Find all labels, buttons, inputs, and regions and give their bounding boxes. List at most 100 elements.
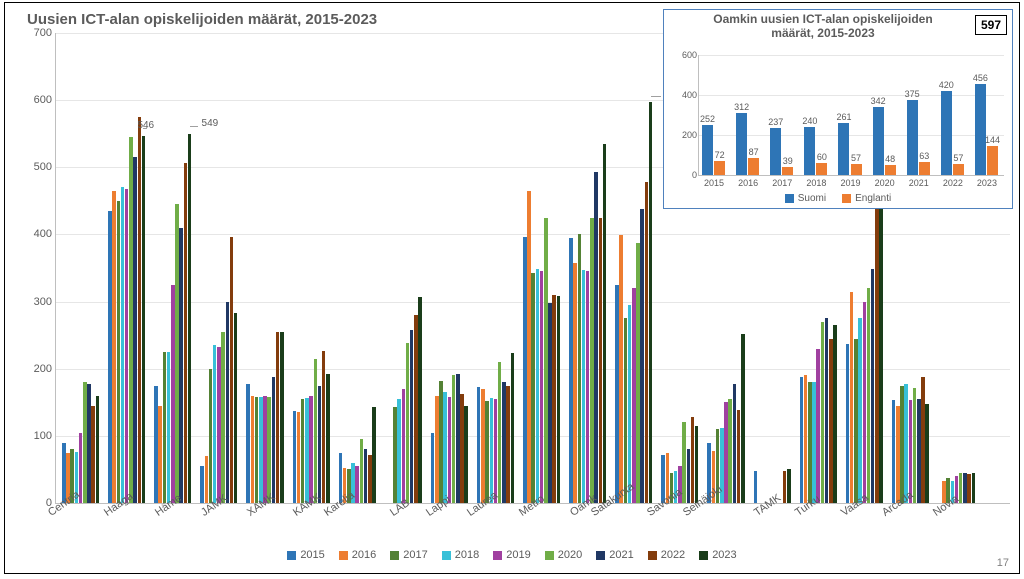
bar <box>917 399 921 503</box>
data-label: 240 <box>802 116 817 126</box>
bar <box>959 473 963 503</box>
y-tick-label: 200 <box>669 130 699 140</box>
y-tick-label: 200 <box>20 363 56 375</box>
x-tick-label: 2016 <box>738 178 758 188</box>
bar <box>941 91 952 175</box>
data-label: 342 <box>871 96 886 106</box>
bar <box>205 456 209 503</box>
data-label: 57 <box>953 153 963 163</box>
bar <box>209 369 213 503</box>
bar <box>925 404 929 503</box>
y-tick-label: 700 <box>20 27 56 39</box>
bar <box>548 303 552 503</box>
bar <box>523 237 527 503</box>
bar <box>804 127 815 175</box>
bar <box>267 397 271 503</box>
bar <box>800 377 804 503</box>
inset-title-line1: Oamkin uusien ICT-alan opiskelijoiden <box>713 12 932 26</box>
data-label: 144 <box>985 135 1000 145</box>
bar <box>808 382 812 503</box>
grid-line <box>56 234 1010 235</box>
legend-label: 2021 <box>609 549 633 561</box>
legend-swatch <box>287 551 296 560</box>
bar <box>691 417 695 503</box>
bar <box>825 318 829 503</box>
bar <box>297 412 301 503</box>
inset-badge: 597 <box>975 15 1007 35</box>
bar <box>305 398 309 503</box>
bar <box>158 406 162 503</box>
legend-label: 2023 <box>712 549 736 561</box>
legend-item: 2019 <box>493 549 530 561</box>
bar <box>829 339 833 504</box>
main-legend: 201520162017201820192020202120222023 <box>5 549 1019 561</box>
data-label: 237 <box>768 117 783 127</box>
bar <box>112 191 116 503</box>
bar <box>464 406 468 503</box>
bar <box>892 400 896 503</box>
data-label: 72 <box>715 150 725 160</box>
bar <box>963 473 967 503</box>
bar <box>770 128 781 175</box>
bar <box>280 332 284 503</box>
legend-label: 2018 <box>455 549 479 561</box>
bar <box>133 157 137 503</box>
legend-label: 2015 <box>300 549 324 561</box>
x-tick-label: 2019 <box>840 178 860 188</box>
bar <box>485 401 489 503</box>
bar <box>276 332 280 503</box>
bar <box>754 471 758 503</box>
bar <box>397 399 401 503</box>
legend-label: 2019 <box>506 549 530 561</box>
inset-legend: SuomiEnglanti <box>664 193 1012 204</box>
legend-item: 2021 <box>596 549 633 561</box>
x-tick-label: 2023 <box>977 178 997 188</box>
bar <box>812 382 816 503</box>
bar <box>481 389 485 503</box>
y-tick-label: 300 <box>20 296 56 308</box>
bar <box>259 397 263 503</box>
bar <box>129 137 133 503</box>
bar <box>439 381 443 503</box>
bar <box>200 466 204 503</box>
bar <box>322 351 326 503</box>
grid-line <box>699 95 1004 96</box>
data-label: 48 <box>885 154 895 164</box>
data-label: 546 <box>137 120 154 131</box>
bar <box>527 191 531 503</box>
x-tick-label: 2015 <box>704 178 724 188</box>
bar <box>255 397 259 503</box>
bar <box>301 399 305 503</box>
legend-swatch <box>545 551 554 560</box>
bar <box>552 295 556 503</box>
bar <box>907 100 918 175</box>
x-tick-label: 2020 <box>875 178 895 188</box>
bar <box>737 410 741 503</box>
bar <box>431 433 435 504</box>
bar <box>272 377 276 503</box>
legend-swatch <box>442 551 451 560</box>
bar <box>406 343 410 503</box>
bar <box>967 474 971 503</box>
chart-title: Uusien ICT-alan opiskelijoiden määrät, 2… <box>27 11 377 28</box>
bar <box>171 285 175 503</box>
bar <box>293 411 297 503</box>
x-tick-label: 2018 <box>806 178 826 188</box>
legend-swatch <box>339 551 348 560</box>
legend-item: Englanti <box>842 193 891 204</box>
bar <box>867 288 871 503</box>
bar <box>728 399 732 503</box>
grid-line <box>699 55 1004 56</box>
bar <box>360 439 364 503</box>
bar <box>490 398 494 503</box>
legend-swatch <box>648 551 657 560</box>
bar <box>975 84 986 175</box>
legend-swatch <box>842 194 851 203</box>
bar <box>816 163 827 175</box>
inset-title-line2: määrät, 2015-2023 <box>771 26 874 40</box>
bar <box>586 271 590 503</box>
bar <box>871 269 875 503</box>
bar <box>326 374 330 503</box>
bar <box>448 397 452 503</box>
bar <box>858 318 862 503</box>
